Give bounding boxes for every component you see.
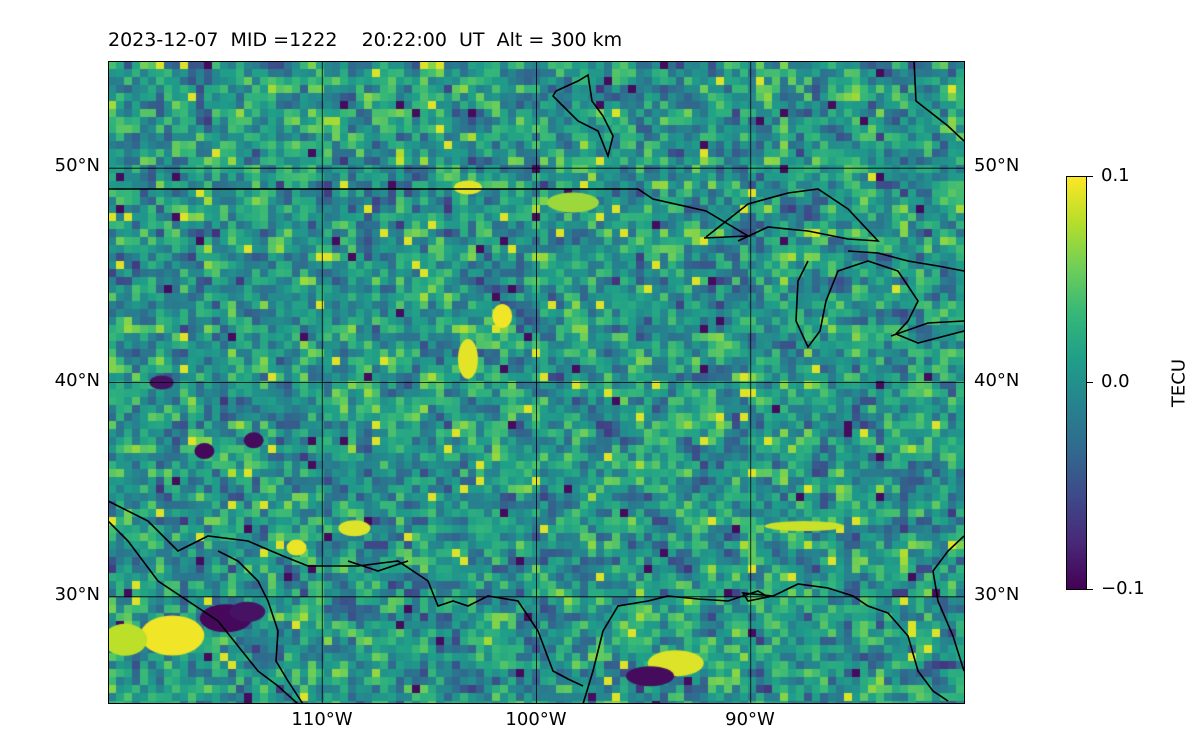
colorbar [1066,176,1087,590]
colorbar-tick-top [1087,176,1093,178]
colorbar-tick-mid [1087,382,1093,384]
coastline-segment [108,500,584,687]
coastline-segment [551,73,614,159]
colorbar-tick-bottom [1087,589,1093,591]
coastline-segment [847,250,965,272]
plot-title: 2023-12-07 MID =1222 20:22:00 UT Alt = 3… [108,29,623,51]
colorbar-title: TECU [1168,358,1190,408]
coastline-segment [795,260,965,349]
tec-map[interactable] [108,61,965,704]
map-overlay [108,61,965,704]
lon-label-100w: 100°W [505,709,567,730]
coastlines [108,61,965,704]
colorbar-label-min: −0.1 [1101,578,1145,599]
gridlines [108,61,965,704]
lat-label-30n-left: 30°N [54,584,100,605]
coastline-segment [932,535,965,672]
coastline-segment [108,520,299,704]
lat-label-40n-left: 40°N [54,370,100,391]
lon-label-110w: 110°W [291,709,353,730]
colorbar-label-max: 0.1 [1101,165,1130,186]
colorbar-label-zero: 0.0 [1101,371,1130,392]
coastline-segment [913,61,965,142]
coastline-segment [582,583,949,704]
lat-label-30n-right: 30°N [974,584,1020,605]
coastline-segment [108,188,751,239]
lat-label-50n-left: 50°N [54,155,100,176]
coastline-segment [217,550,304,704]
lat-label-50n-right: 50°N [974,155,1020,176]
coastline-segment [347,560,409,572]
coastline-segment [705,188,880,242]
lat-label-40n-right: 40°N [974,370,1020,391]
lon-label-90w: 90°W [725,709,775,730]
coastline-segment [890,320,965,337]
